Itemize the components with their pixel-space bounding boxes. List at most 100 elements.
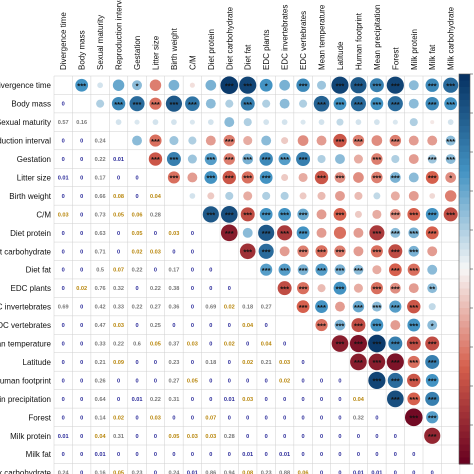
significance-stars: *** — [391, 81, 400, 90]
p-value-label: 0 — [62, 452, 65, 458]
significance-stars: * — [136, 81, 139, 90]
color-scale-segment — [459, 171, 470, 179]
p-value-label: 0 — [80, 397, 83, 403]
p-value-label: 0 — [80, 415, 83, 421]
significance-stars: *** — [206, 155, 215, 164]
correlation-circle — [220, 76, 239, 95]
p-value-label: 0.47 — [95, 323, 106, 329]
correlation-circle — [239, 243, 256, 260]
correlation-circle — [279, 98, 290, 109]
p-value-label: 0.04 — [95, 434, 107, 440]
correlation-circle — [129, 96, 145, 112]
p-value-label: 0.16 — [76, 120, 87, 126]
correlation-circle — [353, 172, 364, 183]
p-value-label: 0 — [375, 434, 378, 440]
p-value-label: 0 — [135, 360, 138, 366]
correlation-circle — [75, 78, 89, 92]
correlation-circle — [315, 245, 328, 258]
significance-stars: *** — [114, 100, 123, 109]
correlation-circle — [443, 207, 458, 222]
color-scale-segment — [459, 418, 470, 426]
row-label: Forest — [28, 413, 51, 422]
p-value-label: 0 — [338, 434, 341, 440]
correlation-circle — [296, 78, 310, 92]
p-value-label: 0.21 — [261, 360, 272, 366]
significance-stars: *** — [336, 174, 345, 183]
p-value-label: 0.73 — [95, 212, 106, 218]
correlation-circle — [333, 207, 347, 221]
p-value-label: 0.18 — [205, 360, 216, 366]
p-value-label: 0 — [338, 397, 341, 403]
p-value-label: 0.71 — [95, 249, 106, 255]
p-value-label: 0 — [320, 452, 323, 458]
correlation-circle — [445, 135, 456, 146]
significance-stars: *** — [409, 211, 418, 220]
column-label: Diet carbohydrate — [225, 6, 234, 70]
color-scale-segment — [459, 256, 470, 263]
correlation-circle — [425, 226, 439, 240]
correlation-circle — [390, 227, 401, 238]
correlation-circle — [368, 334, 386, 353]
color-scale-segment — [459, 373, 470, 380]
color-scale-segment — [459, 321, 470, 328]
significance-stars: *** — [354, 303, 363, 312]
p-value-label: 0 — [172, 323, 175, 329]
p-value-label: 0.05 — [113, 471, 124, 474]
correlation-circle — [373, 192, 381, 200]
significance-stars: *** — [391, 377, 400, 386]
p-value-label: 0.03 — [187, 434, 198, 440]
significance-stars: *** — [336, 211, 345, 220]
correlation-circle — [371, 153, 383, 165]
p-value-label: 0.05 — [132, 231, 143, 237]
significance-stars: *** — [372, 377, 381, 386]
significance-stars: *** — [317, 321, 326, 330]
correlation-circle — [297, 135, 309, 146]
correlation-circle — [444, 97, 458, 111]
p-value-label: 0.86 — [205, 471, 216, 474]
significance-stars: *** — [391, 100, 400, 109]
color-scale-segment — [459, 412, 470, 419]
column-label: EDC vertebrates — [299, 11, 308, 70]
significance-stars: *** — [409, 340, 418, 349]
p-value-label: 0 — [191, 452, 194, 458]
significance-stars: *** — [391, 247, 400, 256]
correlation-circle — [316, 135, 327, 146]
significance-stars: *** — [151, 100, 160, 109]
correlation-circle — [207, 192, 215, 200]
color-scale-segment — [459, 197, 470, 205]
color-scale-segment — [459, 145, 470, 153]
correlation-circle — [353, 154, 363, 164]
p-value-label: 0 — [209, 452, 212, 458]
column-label: Milk protein — [410, 29, 419, 70]
row-label: duction interval — [0, 137, 51, 146]
correlation-circle — [335, 301, 345, 312]
significance-stars: *** — [409, 229, 418, 238]
p-value-label: 0 — [62, 231, 65, 237]
significance-stars: *** — [336, 284, 345, 293]
correlation-circle — [260, 263, 273, 276]
p-value-label: 0.27 — [168, 378, 179, 384]
p-value-label: 0 — [302, 360, 305, 366]
significance-stars: *** — [225, 81, 234, 90]
p-value-label: 0 — [265, 378, 268, 384]
p-value-label: 0.06 — [132, 212, 143, 218]
correlation-circle — [224, 117, 235, 128]
p-value-label: 0.32 — [353, 415, 364, 421]
p-value-label: 0 — [394, 471, 397, 474]
p-value-label: 0 — [135, 175, 138, 181]
row-label: Gestation — [17, 155, 51, 164]
correlation-circle — [389, 134, 402, 147]
significance-stars: *** — [391, 137, 400, 146]
correlation-circle — [300, 119, 306, 125]
color-scale-segment — [459, 334, 470, 341]
p-value-label: 0 — [62, 323, 65, 329]
p-value-label: 0 — [246, 434, 249, 440]
significance-stars: *** — [243, 100, 252, 109]
significance-stars: *** — [317, 303, 326, 312]
row-labels: ivergence time Body mass Sexual maturity du… — [0, 81, 52, 474]
column-label: Divergence time — [59, 12, 68, 70]
correlation-circle — [425, 171, 439, 184]
p-value-label: 0 — [338, 415, 341, 421]
correlation-circle — [334, 245, 346, 257]
significance-stars: *** — [280, 229, 289, 238]
